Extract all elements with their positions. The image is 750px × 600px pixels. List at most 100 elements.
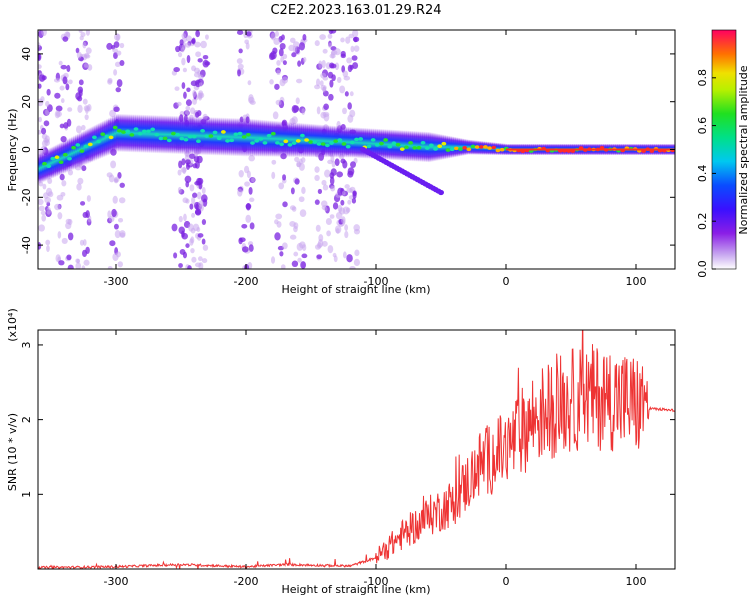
spectrogram-band-column xyxy=(367,128,370,159)
spectrogram-band-column xyxy=(182,116,185,155)
spectrogram-streak-blob xyxy=(193,72,201,78)
spectrogram-streak-blob xyxy=(298,162,305,171)
spectrogram-band-column xyxy=(201,116,205,156)
spectrogram-streak-blob xyxy=(181,57,186,66)
spectrogram-peak xyxy=(470,144,476,149)
spectrogram-streak-blob xyxy=(247,80,252,86)
spectrogram-peak xyxy=(291,141,297,145)
spectrogram-streak-blob xyxy=(62,76,68,85)
spectrogram-streak-blob xyxy=(65,222,72,230)
spectrogram-streak-blob xyxy=(173,66,180,73)
spectrogram-streak-blob xyxy=(114,61,121,68)
spectrogram-peak xyxy=(366,144,372,149)
spectrogram-band-column xyxy=(69,137,72,172)
spectrogram-band-column xyxy=(277,121,281,157)
spectrogram-streak-blob xyxy=(59,123,65,129)
spectrogram-streak-blob xyxy=(334,62,340,70)
spectrogram-streak-blob xyxy=(184,159,191,165)
spectrogram-streak-blob xyxy=(333,48,341,56)
spectrogram-streak-blob xyxy=(292,41,300,48)
spectrogram-streak-blob xyxy=(59,173,65,181)
spectrogram-peak xyxy=(449,147,455,152)
spectrogram-peak xyxy=(42,161,47,166)
spectrogram-streak-blob xyxy=(119,42,125,49)
spectrogram-band-column xyxy=(63,140,66,174)
spectrogram-streak-blob xyxy=(330,63,337,69)
spectrogram-band-column xyxy=(266,120,269,157)
spectrogram-band-column xyxy=(320,124,324,158)
spectrogram-streak-blob xyxy=(117,218,124,223)
spectrogram-streak-blob xyxy=(329,176,335,185)
spectrogram-streak-blob xyxy=(322,184,329,191)
spectrogram-streak-blob xyxy=(345,207,351,213)
spectrogram-band-column xyxy=(129,114,133,153)
spectrogram-band-column xyxy=(289,122,292,158)
spectrogram-streak-blob xyxy=(107,265,113,269)
spectrogram-band-column xyxy=(94,124,97,161)
spectrogram-streak-blob xyxy=(301,186,306,195)
spectrogram-streak-blob xyxy=(333,255,338,263)
spectrogram-band-column xyxy=(195,116,199,155)
spectrogram-streak-blob xyxy=(197,233,204,238)
spectrogram-peak xyxy=(125,129,131,134)
spectrogram-band-column xyxy=(92,125,95,162)
spectrogram-streak-blob xyxy=(77,95,83,102)
spectrogram-streak-blob xyxy=(289,234,297,240)
spectrogram-band-column xyxy=(125,114,129,153)
spectrogram-streak-blob xyxy=(302,33,307,41)
spectrogram-streak-blob xyxy=(112,195,118,204)
spectrogram-band-column xyxy=(283,121,287,158)
spectrogram-streak-blob xyxy=(328,30,334,35)
spectrogram-streak-blob xyxy=(345,36,351,44)
spectrogram-band-column xyxy=(344,126,347,158)
spectrogram-streak-blob xyxy=(289,221,296,227)
spectrogram-streak-blob xyxy=(274,30,279,37)
spectrogram-peak xyxy=(187,134,193,139)
spectrogram-streak-blob xyxy=(274,83,280,90)
spectrogram-streak-blob xyxy=(295,97,300,105)
spectrogram-band-column xyxy=(145,114,148,153)
spectrogram-band-column xyxy=(383,129,386,160)
spectrogram-peak xyxy=(416,146,422,150)
spectrogram-x-tick-label: -200 xyxy=(234,275,259,288)
spectrogram-streak-blob xyxy=(281,242,288,250)
spectrogram-streak-blob xyxy=(45,108,50,116)
spectrogram-peak xyxy=(50,156,56,161)
spectrogram-streak-blob xyxy=(202,59,210,68)
spectrogram-peak xyxy=(283,139,289,144)
spectrogram-streak-blob xyxy=(53,78,61,83)
spectrogram-band-column xyxy=(326,125,329,158)
spectrogram-streak-blob xyxy=(342,251,347,259)
spectrogram-streak-blob xyxy=(340,158,346,164)
spectrogram-streak-blob xyxy=(274,219,279,225)
spectrogram-streak-blob xyxy=(185,105,191,111)
spectrogram-band-column xyxy=(199,116,203,155)
spectrogram-band-column xyxy=(279,121,283,157)
spectrogram-streak-blob xyxy=(111,208,117,218)
spectrogram-streak-blob xyxy=(60,64,68,70)
spectrogram-streak-blob xyxy=(300,261,306,269)
spectrogram-streak-blob xyxy=(316,254,323,260)
spectrogram-streak-blob xyxy=(178,215,183,223)
spectrogram-streak-blob xyxy=(77,177,84,185)
spectrogram-band-column xyxy=(47,148,51,180)
spectrogram-streak-blob xyxy=(245,214,252,223)
spectrogram-band-column xyxy=(281,121,285,157)
spectrogram-band-column xyxy=(164,115,168,154)
spectrogram-streak-blob xyxy=(353,45,360,52)
spectrogram-band-column xyxy=(39,152,43,184)
spectrogram-band-column xyxy=(408,130,411,162)
snr-series-line xyxy=(38,330,675,569)
spectrogram-streak-blob xyxy=(191,212,196,218)
spectrogram-streak-blob xyxy=(61,237,68,245)
spectrogram-streak-blob xyxy=(351,55,358,61)
spectrogram-peak xyxy=(175,132,181,137)
spectrogram-streak-blob xyxy=(329,172,335,179)
spectrogram-peak xyxy=(341,142,347,146)
spectrogram-band-column xyxy=(180,116,183,155)
spectrogram-streak-blob xyxy=(342,70,349,78)
spectrogram-band-column xyxy=(400,130,404,161)
spectrogram-band-column xyxy=(256,119,259,157)
spectrogram-streak-blob xyxy=(332,202,339,210)
spectrogram-streak-blob xyxy=(119,232,126,238)
